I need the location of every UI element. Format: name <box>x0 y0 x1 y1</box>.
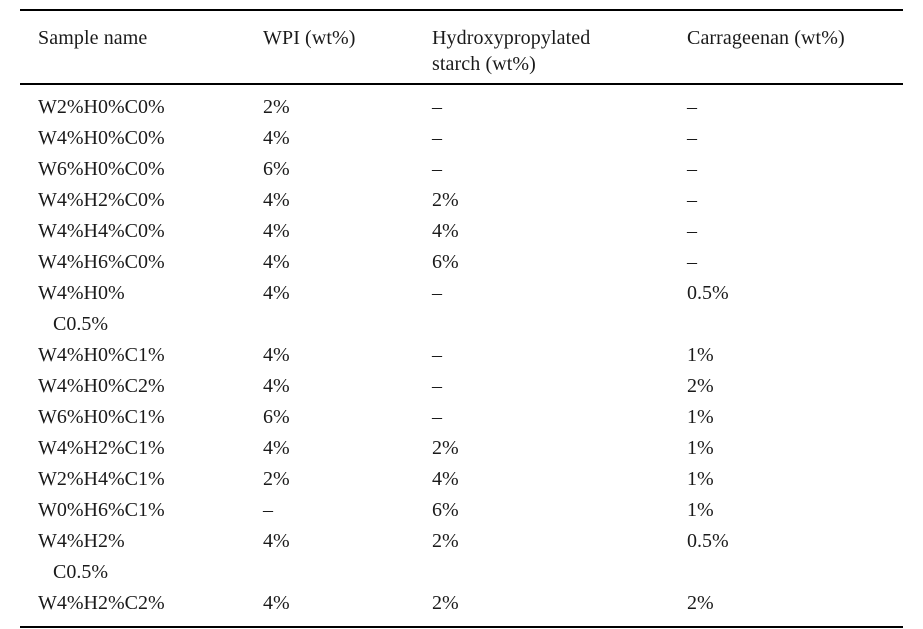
cell-sample-name: W2%H0%C0% <box>38 96 165 118</box>
cell-sample-name: W4%H6%C0% <box>38 251 165 273</box>
column-header-wpi: WPI (wt%) <box>263 27 356 49</box>
column-header-carrageenan: Carrageenan (wt%) <box>687 27 845 49</box>
cell-carrageenan: 1% <box>687 499 714 521</box>
cell-starch: 6% <box>432 251 459 273</box>
sample-composition-table-wrapper: Sample name WPI (wt%) Hydroxypropylated … <box>20 9 903 628</box>
cell-starch: – <box>432 406 442 428</box>
cell-sample-name: W6%H0%C0% <box>38 158 165 180</box>
cell-wpi: – <box>263 499 273 521</box>
cell-wpi: 2% <box>263 468 290 490</box>
cell-sample-name: W2%H4%C1% <box>38 468 165 490</box>
cell-carrageenan: – <box>687 251 697 273</box>
table-row: W4%H0%C2% 4% – 2% <box>20 371 903 402</box>
cell-wpi: 4% <box>263 592 290 614</box>
cell-carrageenan: – <box>687 96 697 118</box>
cell-sample-name: W4%H4%C0% <box>38 220 165 242</box>
table-body: W2%H0%C0% 2% – – W4%H0%C0% 4% – – W6%H0%C0% 6% – – W… <box>20 84 903 627</box>
cell-starch: 2% <box>432 592 459 614</box>
cell-starch: – <box>432 282 442 304</box>
cell-sample-name-wrap-line: C0.5% <box>53 561 108 583</box>
table-row: W4%H0% C0.5% 4% – 0.5% <box>20 278 903 340</box>
cell-carrageenan: 0.5% <box>687 282 729 304</box>
table-row: W2%H0%C0% 2% – – <box>20 84 903 123</box>
cell-carrageenan: 2% <box>687 375 714 397</box>
column-header-starch-line1: Hydroxypropylated <box>432 27 591 49</box>
cell-sample-name: W4%H0% C0.5% <box>20 278 245 340</box>
cell-sample-name: W4%H0%C1% <box>38 344 165 366</box>
table-row: W2%H4%C1% 2% 4% 1% <box>20 464 903 495</box>
cell-sample-name: W0%H6%C1% <box>38 499 165 521</box>
cell-starch: – <box>432 96 442 118</box>
column-header-starch-line2: starch (wt%) <box>432 53 536 75</box>
cell-starch: 6% <box>432 499 459 521</box>
cell-carrageenan: – <box>687 220 697 242</box>
cell-starch: – <box>432 158 442 180</box>
cell-carrageenan: 1% <box>687 406 714 428</box>
cell-wpi: 4% <box>263 127 290 149</box>
cell-sample-name: W4%H0%C2% <box>38 375 165 397</box>
cell-carrageenan: 2% <box>687 592 714 614</box>
cell-starch: – <box>432 127 442 149</box>
cell-starch: 4% <box>432 220 459 242</box>
cell-carrageenan: 0.5% <box>687 530 729 552</box>
cell-carrageenan: 1% <box>687 344 714 366</box>
table-row: W4%H2%C2% 4% 2% 2% <box>20 588 903 627</box>
cell-wpi: 4% <box>263 220 290 242</box>
cell-wpi: 6% <box>263 406 290 428</box>
column-header-starch: Hydroxypropylated starch (wt%) <box>414 10 669 84</box>
table-row: W0%H6%C1% – 6% 1% <box>20 495 903 526</box>
cell-carrageenan: 1% <box>687 437 714 459</box>
cell-carrageenan: – <box>687 189 697 211</box>
cell-sample-name: W4%H2%C1% <box>38 437 165 459</box>
cell-starch: 2% <box>432 437 459 459</box>
cell-wpi: 4% <box>263 437 290 459</box>
cell-starch: 4% <box>432 468 459 490</box>
cell-sample-name-wrap-line: C0.5% <box>53 313 108 335</box>
table-header-row: Sample name WPI (wt%) Hydroxypropylated … <box>20 10 903 84</box>
cell-starch: – <box>432 375 442 397</box>
table-row: W6%H0%C1% 6% – 1% <box>20 402 903 433</box>
table-row: W4%H4%C0% 4% 4% – <box>20 216 903 247</box>
cell-wpi: 4% <box>263 282 290 304</box>
table-row: W4%H2%C1% 4% 2% 1% <box>20 433 903 464</box>
cell-wpi: 4% <box>263 375 290 397</box>
cell-wpi: 4% <box>263 344 290 366</box>
table-row: W4%H0%C1% 4% – 1% <box>20 340 903 371</box>
cell-carrageenan: 1% <box>687 468 714 490</box>
cell-sample-name: W4%H2%C2% <box>38 592 165 614</box>
cell-sample-name: W4%H2% C0.5% <box>20 526 245 588</box>
table-header: Sample name WPI (wt%) Hydroxypropylated … <box>20 10 903 84</box>
cell-wpi: 4% <box>263 251 290 273</box>
cell-wpi: 4% <box>263 189 290 211</box>
sample-composition-table: Sample name WPI (wt%) Hydroxypropylated … <box>20 9 903 628</box>
table-row: W6%H0%C0% 6% – – <box>20 154 903 185</box>
cell-sample-name: W4%H2%C0% <box>38 189 165 211</box>
cell-starch: 2% <box>432 189 459 211</box>
cell-sample-name: W6%H0%C1% <box>38 406 165 428</box>
table-row: W4%H0%C0% 4% – – <box>20 123 903 154</box>
cell-wpi: 6% <box>263 158 290 180</box>
column-header-sample-name: Sample name <box>38 27 148 49</box>
cell-carrageenan: – <box>687 127 697 149</box>
table-row: W4%H2%C0% 4% 2% – <box>20 185 903 216</box>
cell-starch: 2% <box>432 530 459 552</box>
cell-sample-name: W4%H0%C0% <box>38 127 165 149</box>
table-row: W4%H6%C0% 4% 6% – <box>20 247 903 278</box>
cell-wpi: 4% <box>263 530 290 552</box>
table-row: W4%H2% C0.5% 4% 2% 0.5% <box>20 526 903 588</box>
cell-wpi: 2% <box>263 96 290 118</box>
cell-starch: – <box>432 344 442 366</box>
cell-carrageenan: – <box>687 158 697 180</box>
